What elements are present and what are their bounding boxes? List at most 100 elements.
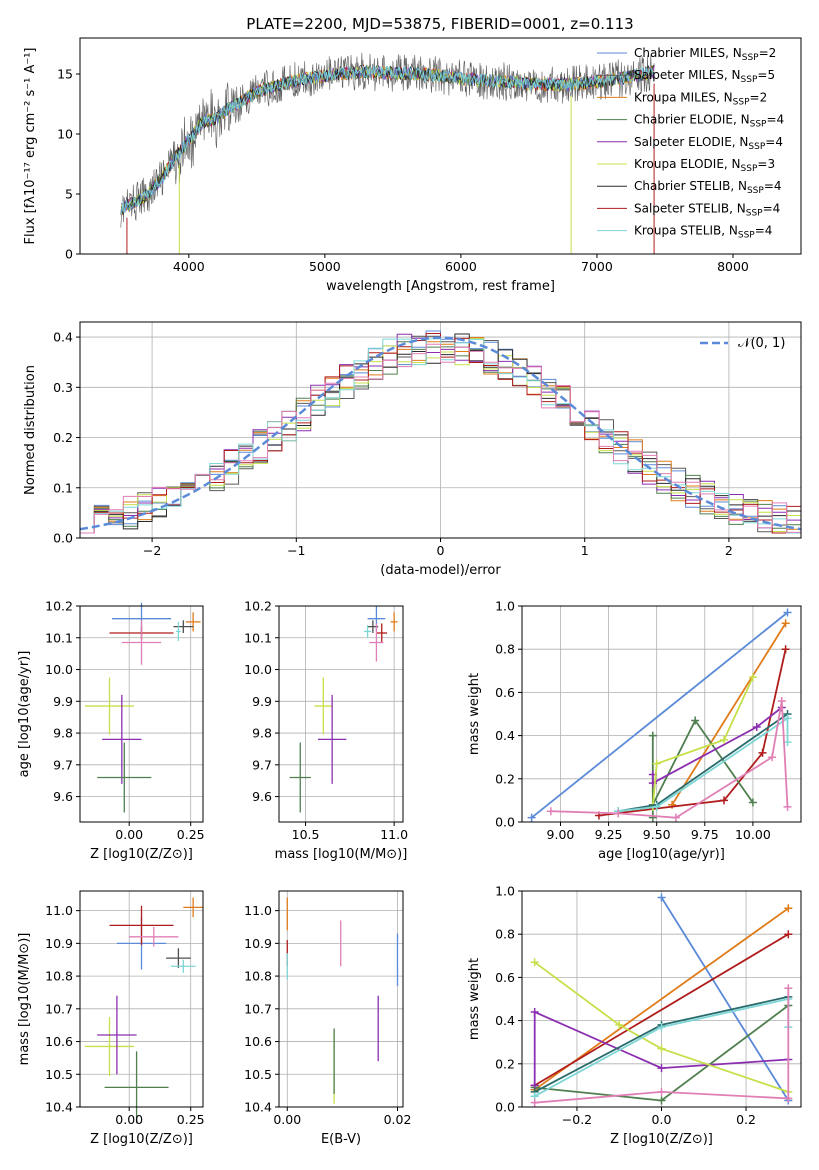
y-tick-label: 1.0: [495, 884, 515, 899]
y-tick-label: 10.4: [244, 1100, 272, 1115]
series-marker: [657, 1096, 666, 1105]
data-point: [369, 623, 384, 662]
legend-label: Chabrier MILES, NSSP=2: [634, 46, 776, 63]
x-tick-label: 10.00: [735, 827, 771, 842]
y-tick-label: 9.8: [53, 726, 73, 741]
data-point: [376, 623, 388, 643]
data-point: [390, 612, 398, 632]
y-tick-label: 15: [57, 67, 73, 82]
y-tick-label: 9.9: [53, 694, 73, 709]
series-marker: [652, 802, 661, 811]
x-axis-label: mass [log10(M/M⊙)]: [275, 847, 408, 862]
y-tick-label: 0.4: [495, 1013, 515, 1028]
y-tick-label: 0.0: [495, 1100, 515, 1115]
series-marker: [691, 716, 700, 725]
y-tick-label: 0.3: [53, 380, 73, 395]
residuals-histogram-chart: −2 −1 0 1 2 0.0 0.1 0.2 0.3 0.4 (data-model)/error…: [23, 321, 802, 578]
weight-series: [546, 697, 792, 822]
y-tick-label: 0.2: [53, 430, 73, 445]
y-tick-label: 0.4: [53, 330, 73, 345]
y-tick-label: 9.7: [53, 757, 73, 772]
x-tick-label: 9.75: [691, 827, 719, 842]
y-tick-label: 0.4: [495, 728, 515, 743]
x-tick-label: 0.00: [115, 827, 143, 842]
y-axis-label: Flux [fλ10⁻¹⁷ erg cm⁻² s⁻¹ A⁻¹]: [23, 48, 38, 245]
series-marker: [648, 731, 657, 740]
data-point: [84, 677, 135, 735]
legend-label: Salpeter ELODIE, NSSP=4: [634, 135, 783, 152]
y-tick-label: 10.5: [244, 1067, 272, 1082]
series-marker: [671, 813, 680, 822]
x-tick-label: 8000: [717, 259, 749, 274]
legend-value: =3: [757, 157, 775, 171]
y-tick-label: 10.9: [45, 936, 73, 951]
legend-label: Chabrier STELIB, NSSP=4: [634, 179, 782, 196]
legend-value: =2: [759, 46, 777, 60]
x-tick-label: 11.0: [380, 827, 408, 842]
x-axis-label: Z [log10(Z/Z⊙)]: [610, 1132, 713, 1147]
y-tick-label: 9.7: [252, 757, 272, 772]
y-tick-label: 11.0: [244, 903, 272, 918]
series-marker: [720, 735, 729, 744]
x-tick-label: 2: [725, 543, 733, 558]
legend-label: 𝒩(0, 1): [738, 336, 785, 351]
x-tick-label: −1: [287, 543, 305, 558]
y-tick-label: 10.0: [45, 662, 73, 677]
y-tick-label: 10.1: [244, 630, 272, 645]
data-point: [185, 612, 201, 632]
series-marker: [614, 809, 623, 818]
y-tick-label: 10: [57, 127, 73, 142]
series-marker: [527, 813, 536, 822]
weight-series: [668, 619, 790, 809]
legend-label: Chabrier ELODIE, NSSP=4: [634, 113, 784, 130]
y-tick-label: 0.8: [495, 927, 515, 942]
x-tick-label: 0.25: [177, 1112, 205, 1127]
legend-subscript: SSP: [746, 208, 763, 218]
y-tick-label: 0.6: [495, 970, 515, 985]
x-tick-label: 4000: [173, 259, 205, 274]
y-tick-label: 1.0: [495, 599, 515, 614]
weight-series: [527, 608, 792, 822]
series-line: [598, 649, 787, 817]
series-marker: [783, 608, 792, 617]
series-line: [660, 897, 790, 1101]
y-tick-label: 9.8: [252, 726, 272, 741]
series-line: [531, 611, 789, 819]
x-tick-label: 0.0: [652, 1112, 672, 1127]
y-tick-label: 0: [65, 247, 73, 262]
weight-series: [530, 984, 793, 1107]
y-tick-label: 10.2: [45, 599, 73, 614]
x-tick-label: 9.00: [547, 827, 575, 842]
x-axis-label: Z [log10(Z/Z⊙)]: [90, 847, 193, 862]
legend-label: Kroupa ELODIE, NSSP=3: [634, 157, 775, 174]
legend-label: Kroupa STELIB, NSSP=4: [634, 224, 772, 241]
series-marker: [752, 722, 761, 731]
y-tick-label: 0.0: [495, 815, 515, 830]
y-tick-label: 11.0: [45, 903, 73, 918]
legend-value: =2: [750, 90, 768, 104]
y-axis-label: age [log10(age/yr)]: [17, 651, 32, 778]
data-point: [314, 677, 333, 735]
data-point: [171, 959, 196, 973]
axes-frame: [79, 37, 802, 255]
series-marker: [758, 748, 767, 757]
axes-frame: [521, 605, 802, 823]
data-point: [97, 995, 137, 1075]
y-axis-label: mass weight: [467, 958, 482, 1040]
data-point: [121, 620, 162, 665]
series-marker: [546, 807, 555, 816]
series-marker: [615, 1020, 624, 1029]
data-point: [129, 927, 179, 947]
data-point: [97, 742, 152, 813]
x-tick-label: 0.00: [273, 1112, 301, 1127]
y-axis-label: Normed distribution: [23, 365, 38, 495]
legend-value: =5: [757, 68, 775, 82]
x-tick-label: 9.25: [595, 827, 623, 842]
x-axis-label: wavelength [Angstrom, rest frame]: [326, 279, 555, 294]
weight-vs-metallicity-chart: −0.2 0.0 0.2 0.0 0.2 0.4 0.6 0.8 1.0 Z [log10(Z/Z…: [467, 884, 802, 1147]
axes-frame: [278, 605, 404, 823]
data-point: [102, 694, 142, 784]
axes-frame: [278, 890, 404, 1108]
legend-subscript: SSP: [750, 120, 767, 130]
